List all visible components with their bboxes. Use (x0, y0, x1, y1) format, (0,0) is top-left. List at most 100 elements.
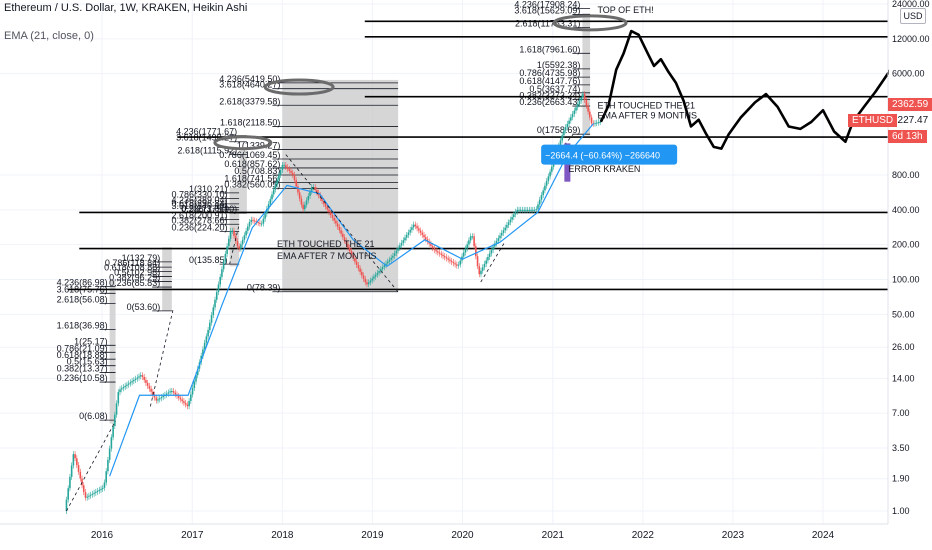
candle-body (179, 397, 182, 400)
candle-body (594, 123, 596, 125)
candle-body (124, 385, 126, 388)
candle-body (262, 218, 265, 224)
candle-body (340, 230, 342, 234)
candle-body (407, 232, 410, 236)
fib-box (162, 247, 172, 311)
candle-body (454, 263, 456, 265)
candle-body (141, 375, 144, 377)
candle-body (329, 212, 332, 216)
candle-body (298, 192, 301, 199)
fib-level-label: 0.618(108.88) (104, 263, 160, 273)
y-tick-label: 24000.00 (892, 0, 930, 9)
candle-body (542, 190, 544, 196)
ema-line[interactable] (109, 123, 594, 477)
candle-body (243, 235, 246, 240)
ema-price-tag: 2227.47 (888, 114, 932, 127)
ema-indicator-label[interactable]: EMA (21, close, 0) (4, 30, 94, 42)
candle-body (348, 247, 351, 252)
y-tick-label: 200.00 (892, 240, 920, 250)
candle-body (96, 490, 99, 492)
trend-line[interactable] (66, 420, 116, 512)
highlight-ellipse[interactable] (213, 135, 273, 151)
candle-body (293, 174, 296, 181)
candle-body (281, 165, 284, 171)
fib-level-label: 0.786(4735.98) (519, 68, 580, 78)
candle-body (76, 458, 78, 466)
candle-body (304, 204, 306, 210)
candle-body (528, 209, 531, 211)
fib-level-label: 4.236(5419.50) (219, 74, 280, 84)
candle-body (138, 376, 140, 378)
y-tick-label: 1.90 (892, 474, 910, 484)
projection-path[interactable] (599, 29, 897, 150)
candle-body (405, 235, 408, 238)
candle-body (110, 437, 113, 449)
trend-line[interactable] (480, 242, 506, 283)
candle-body (513, 214, 515, 218)
candle-body (160, 397, 163, 399)
candle-body (456, 264, 458, 266)
candle-body (148, 385, 151, 389)
candle-body (345, 240, 348, 245)
candle-body (466, 244, 468, 249)
candle-body (473, 236, 475, 247)
candle-body (411, 227, 413, 230)
candle-body (300, 198, 303, 205)
highlight-ellipse[interactable] (263, 78, 335, 96)
trend-line[interactable] (149, 309, 174, 407)
candle-body (537, 204, 539, 210)
fib-retracement-layer: 4.236(86.98)3.618(75.76)2.618(56.08)1.61… (57, 0, 591, 424)
candle-body (442, 254, 444, 257)
fib-level-label: 0.236(10.58) (57, 373, 108, 383)
candle-body (84, 492, 87, 498)
annotation-text: EMA AFTER 9 MONTHS (597, 111, 697, 121)
x-tick-label: 2017 (181, 530, 204, 541)
candle-body (392, 255, 394, 258)
y-tick-label: 3.50 (892, 443, 910, 453)
candle-body (162, 395, 164, 398)
candle-body (582, 94, 584, 98)
currency-button[interactable]: USD (900, 8, 926, 24)
candle-body (449, 259, 451, 261)
fib-level-label: 0.236(2663.43) (519, 97, 580, 107)
fib-level-label: 0.786(330.10) (172, 190, 228, 200)
y-tick-label: 6000.00 (892, 69, 925, 79)
fib-level-label: 0.618(18.88) (57, 350, 108, 360)
candle-body (431, 245, 434, 249)
candle-body (443, 256, 446, 258)
candle-body (119, 389, 121, 393)
candle-body (500, 232, 503, 236)
candle-body (488, 253, 491, 257)
candle-body (165, 393, 168, 395)
candle-body (309, 191, 311, 197)
candle-body (202, 349, 204, 356)
candle-body (502, 230, 505, 233)
candle-body (172, 390, 175, 393)
candle-body (214, 299, 216, 308)
fib-level-label: 0(6.08) (79, 411, 108, 421)
measure-badge[interactable] (541, 144, 678, 165)
candle-body (481, 267, 484, 271)
candle-body (475, 246, 477, 257)
candle-body (416, 226, 418, 229)
trend-line[interactable] (552, 133, 574, 160)
candle-body (535, 209, 538, 211)
candle-body (438, 252, 441, 254)
candle-body (506, 224, 508, 228)
candle-body (469, 236, 472, 241)
candle-body (514, 211, 517, 215)
fib-level-label: 1(25.17) (74, 336, 108, 346)
candle-body (378, 271, 380, 273)
highlight-ellipse[interactable] (552, 14, 628, 32)
candle-body (177, 396, 180, 398)
price-axis-panel[interactable] (889, 0, 932, 550)
candle-body (247, 226, 249, 231)
candle-body (238, 246, 240, 249)
trend-line[interactable] (229, 224, 240, 265)
candle-body (507, 222, 510, 225)
candle-body (343, 237, 346, 241)
candle-body (388, 259, 391, 262)
fib-level-label: 1(132.79) (122, 253, 161, 263)
